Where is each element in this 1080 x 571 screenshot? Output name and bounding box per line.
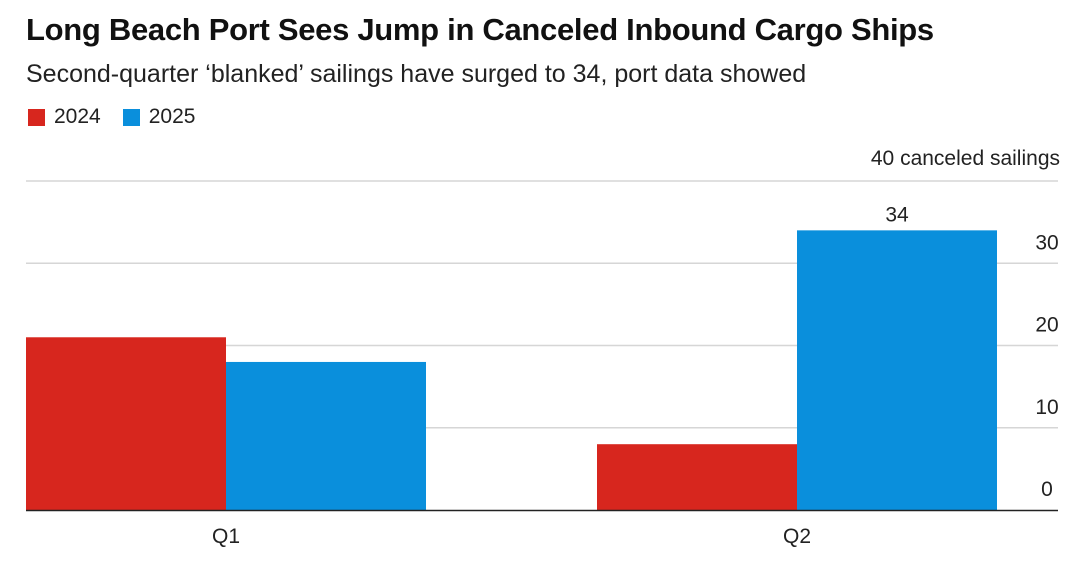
legend-label-2024: 2024 [54,105,101,128]
data-labels: 34 [885,203,909,226]
legend-item-2024: 2024 [28,105,101,129]
bar-q1-2024 [26,337,226,510]
y-tick-label-30: 30 [1035,231,1058,254]
legend-swatch-2025 [122,108,140,126]
x-label-q2: Q2 [783,525,811,548]
chart-title: Long Beach Port Sees Jump in Canceled In… [26,12,934,47]
bar-q2-2024 [597,444,797,510]
data-label-q2-2025: 34 [885,203,909,226]
legend-swatch-2024 [28,108,45,126]
y-axis-unit-label: 40 canceled sailings [871,147,1060,170]
y-tick-label-20: 20 [1035,314,1058,337]
chart-subtitle: Second-quarter ‘blanked’ sailings have s… [26,60,807,88]
x-axis-labels: Q1 Q2 [212,525,811,548]
x-label-q1: Q1 [212,525,240,548]
y-axis-ticks: 0 10 20 30 [1035,231,1058,501]
bar-q2-2025 [797,230,997,510]
legend: 2024 2025 [28,105,217,129]
y-tick-label-10: 10 [1035,396,1058,419]
legend-item-2025: 2025 [122,105,196,129]
legend-label-2025: 2025 [148,105,196,128]
bars [26,230,997,510]
bar-q1-2025 [226,361,426,510]
y-tick-label-0: 0 [1041,478,1053,501]
